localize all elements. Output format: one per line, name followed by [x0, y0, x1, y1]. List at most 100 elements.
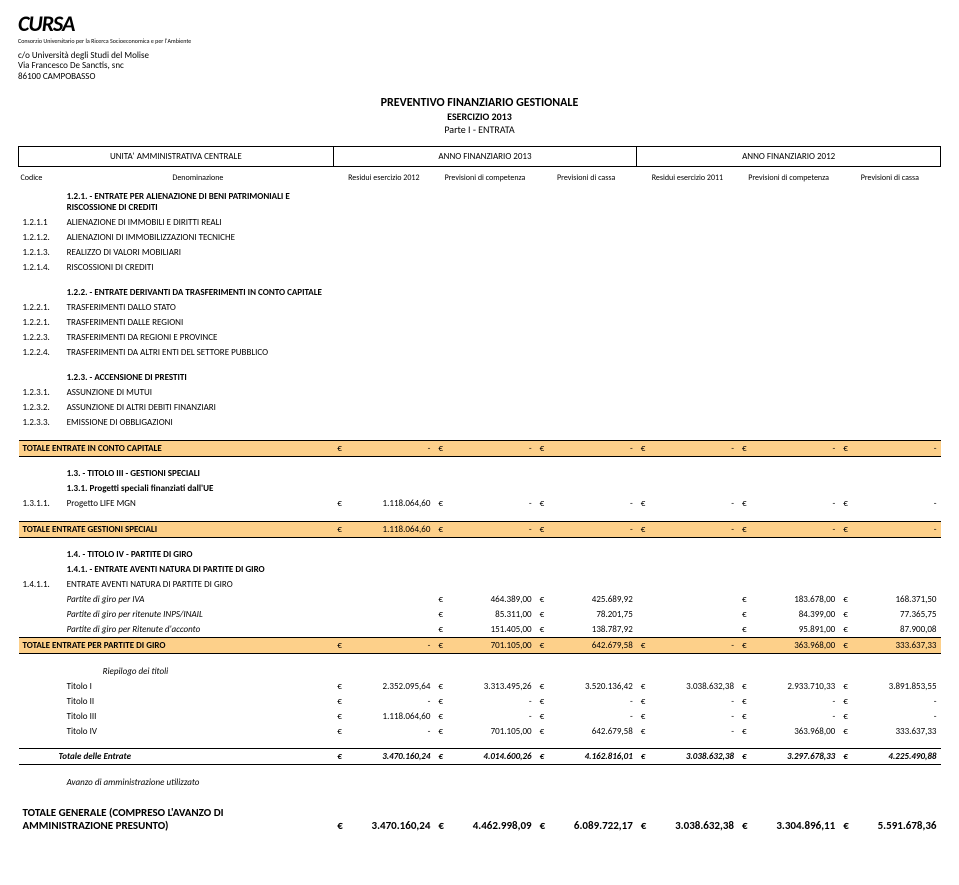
- cell-empty: [738, 547, 839, 562]
- cell-empty: [637, 577, 738, 592]
- cell-empty: [637, 215, 738, 230]
- cell-empty: [738, 775, 839, 790]
- cell-empty: [333, 592, 434, 607]
- cell-empty: [434, 215, 535, 230]
- cell-empty: [839, 466, 940, 481]
- section-13-title: 1.3. - TITOLO III - GESTIONI SPECIALI: [19, 466, 941, 481]
- cell-empty: [738, 481, 839, 496]
- cell-empty: [333, 607, 434, 622]
- cell-desc: 1.3.1. Progetti speciali finanziati dall…: [63, 481, 334, 496]
- cell-code: 1.2.2.4.: [19, 345, 63, 360]
- cell-empty: [333, 400, 434, 415]
- cell-value: €-: [738, 709, 839, 724]
- cell-empty: [536, 385, 637, 400]
- cell-desc: Progetto LIFE MGN: [63, 496, 334, 511]
- cell-empty: [637, 370, 738, 385]
- col-codice: Codice: [19, 167, 63, 190]
- cell-value: €-: [536, 694, 637, 709]
- cell-empty: [637, 385, 738, 400]
- cell-value: €151.405,00: [434, 622, 535, 638]
- col-residui-2011: Residui esercizio 2011: [637, 167, 738, 190]
- cell-empty: [434, 481, 535, 496]
- riepilogo-row: Titolo III€1.118.064,60€-€-€-€-€-: [19, 709, 941, 724]
- cell-code: 1.2.3.3.: [19, 415, 63, 430]
- org-address: c/o Università degli Studi del Molise Vi…: [18, 51, 941, 82]
- cell-empty: [333, 260, 434, 275]
- cell-value: €-: [434, 694, 535, 709]
- cell-value: €85.311,00: [434, 607, 535, 622]
- total-gs-label: TOTALE ENTRATE GESTIONI SPECIALI: [19, 521, 334, 537]
- cell-empty: [637, 466, 738, 481]
- cell-empty: [738, 189, 839, 215]
- cell-empty: [839, 300, 940, 315]
- cell-value: €183.678,00: [738, 592, 839, 607]
- cell-desc: 1.3. - TITOLO III - GESTIONI SPECIALI: [63, 466, 334, 481]
- cell-empty: [434, 285, 535, 300]
- cell-empty: [536, 245, 637, 260]
- cell-desc: Partite di giro per Ritenute d'acconto: [63, 622, 334, 638]
- cell-empty: [637, 592, 738, 607]
- cell-empty: [738, 260, 839, 275]
- cell-desc: Partite di giro per IVA: [63, 592, 334, 607]
- cell-empty: [536, 415, 637, 430]
- cell-value: €-: [839, 496, 940, 511]
- cell-desc: ASSUNZIONE DI ALTRI DEBITI FINANZIARI: [63, 400, 334, 415]
- cell-empty: [738, 315, 839, 330]
- cell-desc: ALIENAZIONI DI IMMOBILIZZAZIONI TECNICHE: [63, 230, 334, 245]
- cell-value: €-: [434, 709, 535, 724]
- cell-value: €642.679,58: [536, 638, 637, 654]
- header-year-2013: ANNO FINANZIARIO 2013: [333, 147, 637, 167]
- row-123: 1.2.3.1.ASSUNZIONE DI MUTUI: [19, 385, 941, 400]
- title-part: Parte I - ENTRATA: [18, 123, 941, 136]
- section-141-title: 1.4.1. - ENTRATE AVENTI NATURA DI PARTIT…: [19, 562, 941, 577]
- cell-empty: [333, 577, 434, 592]
- cell-code: [19, 607, 63, 622]
- cell-empty: [738, 300, 839, 315]
- cell-code: [19, 481, 63, 496]
- cell-value: €-: [738, 496, 839, 511]
- row-partite-giro: Partite di giro per IVA€464.389,00€425.6…: [19, 592, 941, 607]
- cell-value: €701.105,00: [434, 724, 535, 739]
- section-123-head: 1.2.3. - ACCENSIONE DI PRESTITI: [19, 370, 941, 385]
- cell-empty: [839, 345, 940, 360]
- cell-empty: [839, 664, 940, 679]
- gap-row: [19, 511, 941, 521]
- cell-empty: [637, 345, 738, 360]
- cell-value: €-: [333, 440, 434, 456]
- cell-desc: RISCOSSIONI DI CREDITI: [63, 260, 334, 275]
- cell-value: €-: [637, 694, 738, 709]
- cell-code: 1.2.1.1: [19, 215, 63, 230]
- col-residui-2012: Residui esercizio 2012: [333, 167, 434, 190]
- cell-desc: TRASFERIMENTI DALLO STATO: [63, 300, 334, 315]
- row-122: 1.2.2.3.TRASFERIMENTI DA REGIONI E PROVI…: [19, 330, 941, 345]
- cell-value: €138.787,92: [536, 622, 637, 638]
- row-122: 1.2.2.1.TRASFERIMENTI DALLE REGIONI: [19, 315, 941, 330]
- cell-empty: [536, 577, 637, 592]
- cell-code: 1.2.2.3.: [19, 330, 63, 345]
- cell-empty: [738, 415, 839, 430]
- cell-value: €-: [738, 694, 839, 709]
- cell-code: 1.4.1.1.: [19, 577, 63, 592]
- cell-empty: [839, 260, 940, 275]
- cell-empty: [839, 285, 940, 300]
- cell-code: [19, 466, 63, 481]
- cell-empty: [738, 562, 839, 577]
- cell-empty: [839, 415, 940, 430]
- cell-value: €-: [434, 496, 535, 511]
- cell-empty: [434, 345, 535, 360]
- cell-empty: [637, 547, 738, 562]
- row-partite-giro: Partite di giro per ritenute INPS/INAIL€…: [19, 607, 941, 622]
- cell-empty: [839, 215, 940, 230]
- cell-code: [19, 547, 63, 562]
- cell-empty: [434, 547, 535, 562]
- row-121: 1.2.1.2.ALIENAZIONI DI IMMOBILIZZAZIONI …: [19, 230, 941, 245]
- cell-desc: TRASFERIMENTI DA REGIONI E PROVINCE: [63, 330, 334, 345]
- cell-empty: [839, 562, 940, 577]
- cell-empty: [434, 330, 535, 345]
- row-123: 1.2.3.2.ASSUNZIONE DI ALTRI DEBITI FINAN…: [19, 400, 941, 415]
- cell-empty: [536, 466, 637, 481]
- cell-desc: ENTRATE AVENTI NATURA DI PARTITE DI GIRO: [63, 577, 334, 592]
- cell-empty: [738, 330, 839, 345]
- cell-empty: [536, 230, 637, 245]
- total-gestioni-speciali: TOTALE ENTRATE GESTIONI SPECIALI€1.118.0…: [19, 521, 941, 537]
